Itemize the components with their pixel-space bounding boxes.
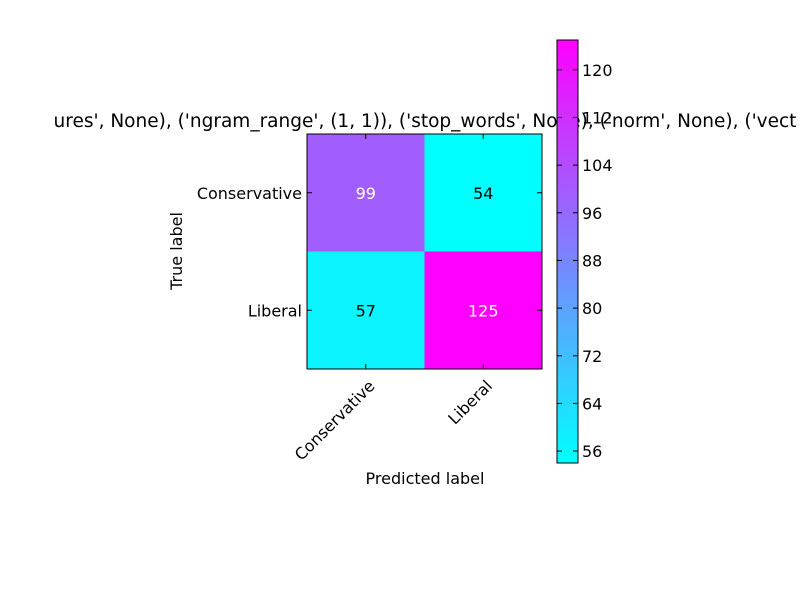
- colorbar-tick-label: 80: [582, 299, 602, 318]
- chart-title: ures', None), ('ngram_range', (1, 1)), (…: [54, 111, 797, 132]
- colorbar: [556, 39, 579, 464]
- colorbar-tick-label: 96: [582, 204, 602, 223]
- heatmap-cell-1-1: [424, 251, 542, 369]
- cell-value-label: 125: [468, 301, 499, 320]
- colorbar-tick-label: 120: [582, 61, 613, 80]
- y-tick-label: Conservative: [197, 184, 302, 203]
- y-axis-label: True label: [167, 212, 186, 291]
- colorbar-tick-label: 104: [582, 156, 613, 175]
- colorbar-tick-label: 64: [582, 394, 602, 413]
- heatmap-cells: [307, 134, 542, 369]
- colorbar-tick-label: 112: [582, 108, 613, 127]
- heatmap-cell-0-1: [424, 134, 542, 252]
- heatmap-cell-0-0: [307, 134, 425, 252]
- colorbar-tick-label: 56: [582, 442, 602, 461]
- cell-value-label: 57: [356, 301, 376, 320]
- y-axis-ticks: Conservative Liberal: [197, 184, 542, 320]
- x-axis-label: Predicted label: [366, 469, 485, 488]
- colorbar-tick-label: 72: [582, 347, 602, 366]
- plot-frame: [306, 133, 543, 370]
- colorbar-ticks: 56 64 72 80 88 96 104 112 120: [557, 61, 613, 461]
- heatmap-cell-labels: 99 54 57 125: [356, 184, 499, 321]
- cell-value-label: 54: [473, 184, 493, 203]
- y-tick-label: Liberal: [248, 301, 302, 320]
- cell-value-label: 99: [356, 184, 376, 203]
- colorbar-tick-label: 88: [582, 251, 602, 270]
- heatmap-cell-1-0: [307, 251, 425, 369]
